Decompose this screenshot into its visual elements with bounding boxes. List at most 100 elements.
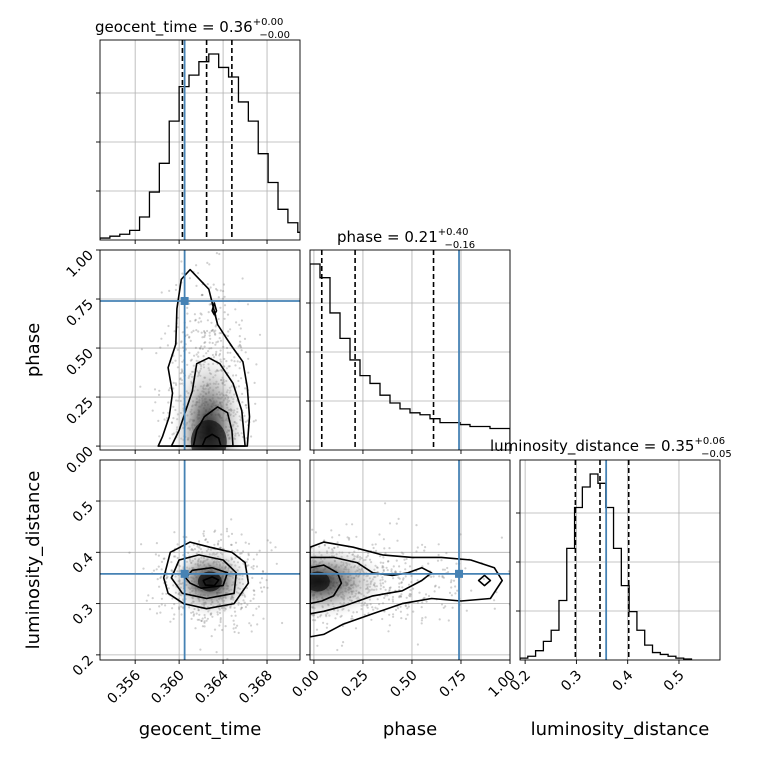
sample-point <box>208 263 211 266</box>
sample-point <box>391 595 395 599</box>
sample-point <box>254 402 257 405</box>
ytick-label-phase: 0.50 <box>63 346 96 379</box>
sample-point <box>164 604 167 607</box>
sample-point <box>151 597 154 600</box>
sample-point <box>247 554 250 557</box>
sample-point <box>199 312 202 315</box>
panel-frame <box>99 39 301 241</box>
ytick-label-luminosity_distance: 0.3 <box>70 601 97 628</box>
sample-point <box>195 329 198 332</box>
sample-point <box>418 591 421 594</box>
sample-point <box>176 348 179 351</box>
sample-point <box>252 564 255 568</box>
sample-point <box>162 557 165 560</box>
ytick-label-phase: 0.75 <box>63 297 96 330</box>
sample-point <box>160 291 163 294</box>
sample-point <box>330 529 333 532</box>
sample-point <box>249 599 252 603</box>
sample-point <box>252 567 255 570</box>
sample-point <box>252 558 255 561</box>
sample-point <box>423 549 426 552</box>
sample-point <box>398 565 401 568</box>
sample-point <box>234 614 237 617</box>
sample-point <box>234 364 237 367</box>
sample-point <box>206 329 209 333</box>
sample-point <box>210 635 213 638</box>
sample-point <box>420 619 423 622</box>
sample-point <box>210 347 213 350</box>
sample-point <box>226 313 230 316</box>
sample-point <box>456 589 459 592</box>
xtick-label-phase: 0.50 <box>387 668 420 701</box>
sample-point <box>218 332 221 335</box>
sample-point <box>255 363 258 366</box>
sample-point <box>199 648 202 651</box>
sample-point <box>409 593 412 596</box>
sample-point <box>201 617 204 620</box>
sample-point <box>197 272 200 275</box>
sample-point <box>388 588 391 592</box>
sample-point <box>406 607 409 610</box>
sample-point <box>400 551 403 554</box>
sample-point <box>208 347 211 350</box>
sample-point <box>233 356 236 359</box>
sample-point <box>195 264 198 267</box>
sample-point <box>152 569 156 572</box>
sample-point <box>388 586 391 590</box>
sample-point <box>400 581 403 585</box>
sample-point <box>167 411 170 414</box>
sample-point <box>158 585 161 588</box>
sample-point <box>326 622 329 625</box>
sample-point <box>404 605 407 608</box>
sample-point <box>261 570 264 573</box>
sample-point <box>409 589 412 592</box>
sample-point <box>252 420 255 423</box>
sample-point <box>188 335 191 338</box>
sample-point <box>397 576 400 579</box>
sample-point <box>465 609 468 612</box>
sample-point <box>383 596 386 600</box>
sample-point <box>370 618 373 621</box>
contour-level <box>310 564 343 605</box>
sample-point <box>201 625 204 628</box>
sample-point <box>336 648 339 652</box>
sample-point <box>331 536 334 539</box>
sample-point <box>200 320 203 323</box>
sample-point <box>388 590 391 593</box>
sample-point <box>163 557 166 560</box>
sample-point <box>169 620 172 623</box>
ytick-label-luminosity_distance: 0.4 <box>70 550 97 577</box>
sample-point <box>180 368 183 371</box>
sample-point <box>155 568 158 571</box>
sample-point <box>376 607 379 610</box>
sample-point <box>246 558 249 561</box>
xtick-label-phase: 0.25 <box>338 668 371 701</box>
sample-point <box>407 605 410 608</box>
sample-point <box>192 543 195 546</box>
sample-point <box>424 546 427 549</box>
sample-point <box>246 303 250 306</box>
sample-point <box>203 227 205 229</box>
sample-point <box>244 605 247 609</box>
sample-point <box>218 252 221 256</box>
sample-point <box>392 565 395 568</box>
ytick-label-phase: 0.25 <box>63 395 96 428</box>
sample-point <box>207 311 210 314</box>
sample-point <box>266 539 269 542</box>
sample-point <box>219 349 222 352</box>
sample-point <box>190 331 193 334</box>
sample-point <box>230 614 233 617</box>
sample-point <box>270 549 273 552</box>
sample-point <box>174 288 177 291</box>
sample-point <box>249 624 253 627</box>
sample-point <box>395 522 398 525</box>
sample-point <box>258 549 261 552</box>
ytick-label-phase: 0.00 <box>63 444 96 477</box>
sample-point <box>387 560 390 563</box>
sample-point <box>244 404 247 407</box>
sample-point <box>158 435 161 438</box>
sample-point <box>226 657 229 660</box>
sample-point <box>405 557 408 561</box>
sample-point <box>244 387 247 390</box>
sample-point <box>173 531 176 534</box>
